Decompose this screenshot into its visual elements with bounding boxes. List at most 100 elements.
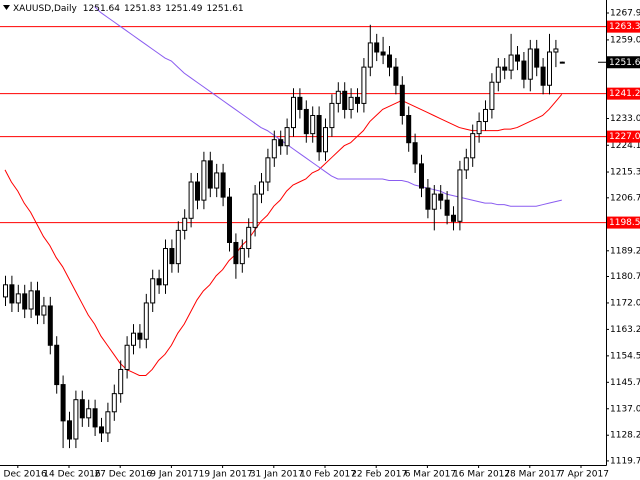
candle-body — [380, 51, 386, 56]
candle-body — [323, 127, 328, 153]
plot-area — [0, 6, 606, 449]
candle-body — [252, 193, 258, 228]
candle-body — [367, 42, 373, 68]
y-tick-label: 1267.90 — [610, 9, 640, 19]
high-price: 1251.83 — [124, 4, 161, 14]
candle-body — [35, 290, 40, 316]
candle-body — [489, 81, 495, 110]
candle-body — [111, 393, 117, 413]
moving-average — [4, 94, 563, 377]
candle-body — [278, 139, 284, 147]
candle-body — [387, 54, 392, 68]
candle-body — [188, 181, 194, 219]
candle-body — [118, 368, 124, 395]
candle-body — [201, 160, 207, 201]
x-tick-label: 9 Jan 2017 — [150, 470, 198, 480]
candle-body — [553, 48, 559, 53]
candle-body — [163, 248, 168, 286]
last-price-box — [607, 56, 640, 69]
x-tick-label: 10 Feb 2017 — [300, 470, 356, 480]
candle-body — [214, 172, 220, 189]
level-label: 1241.23 — [609, 89, 640, 99]
candle-body — [99, 426, 104, 434]
candle-body — [483, 108, 488, 123]
candle-body — [316, 114, 322, 153]
x-tick-label: 28 Mar 2017 — [504, 470, 561, 480]
level-label-box — [607, 216, 640, 229]
y-tick-label: 1172.00 — [610, 298, 640, 308]
candle-body — [41, 305, 47, 316]
y-tick-label: 1233.00 — [610, 114, 640, 124]
candle-body — [335, 90, 341, 104]
y-tick-label: 1128.25 — [610, 431, 640, 441]
candle-body — [342, 90, 348, 110]
y-tick-label: 1145.75 — [610, 378, 640, 388]
low-price: 1251.49 — [165, 4, 202, 14]
candle-body — [124, 344, 130, 370]
candle-body — [374, 42, 380, 53]
level-label-box — [607, 130, 640, 143]
candle-body — [419, 163, 424, 189]
candle-body — [457, 169, 463, 222]
candle-body — [393, 66, 399, 86]
candle-body — [406, 114, 412, 144]
candle-body — [137, 332, 143, 340]
candle-body — [329, 102, 335, 129]
candle-body — [220, 172, 226, 198]
menu-icon[interactable] — [3, 5, 10, 10]
close-price: 1251.61 — [206, 4, 243, 14]
y-tick-label: 1215.30 — [610, 168, 640, 178]
y-tick-label: 1154.50 — [610, 351, 640, 361]
candle-body — [143, 302, 149, 340]
candle-body — [182, 217, 188, 231]
candle-body — [547, 51, 552, 86]
candle-body — [361, 66, 367, 104]
candle-body — [476, 121, 482, 135]
candle-body — [508, 54, 514, 71]
candle-body — [54, 344, 60, 386]
candle-body — [431, 193, 437, 210]
candle-body — [502, 66, 508, 71]
y-tick-label: 1224.15 — [610, 141, 640, 151]
x-tick-label: 14 Dec 2016 — [43, 470, 101, 480]
x-tick-label: 16 Mar 2017 — [453, 470, 510, 480]
candle-body — [425, 187, 431, 210]
candle-body — [131, 332, 136, 346]
candle-body — [527, 48, 533, 80]
candle-body — [22, 293, 28, 310]
candle-body — [169, 248, 175, 265]
candle-body — [355, 96, 360, 104]
x-tick-label: 27 Dec 2016 — [94, 470, 152, 480]
candle-body — [73, 399, 79, 440]
candle-body — [521, 60, 527, 80]
candle-body — [3, 284, 8, 298]
y-tick-label: 1119.75 — [610, 456, 640, 466]
candle-body — [515, 54, 520, 62]
y-tick-label: 1180.75 — [610, 272, 640, 282]
candle-body — [105, 411, 111, 434]
candle-body — [79, 399, 85, 419]
candle-body — [451, 214, 456, 222]
candle-body — [438, 193, 444, 201]
candle-body — [156, 278, 162, 286]
candle-body — [470, 133, 476, 159]
candle-body — [534, 48, 540, 68]
candle-body — [265, 157, 271, 183]
candle-body — [540, 66, 546, 86]
level-label: 1263.39 — [609, 22, 640, 32]
candle-body — [348, 96, 354, 110]
x-tick-label: 7 Apr 2017 — [559, 470, 609, 480]
candle-body — [271, 139, 277, 159]
x-tick-label: 22 Feb 2017 — [351, 470, 407, 480]
candle-body — [9, 284, 15, 304]
candle-body — [67, 420, 72, 440]
candle-body — [246, 226, 252, 250]
chart-title: XAUUSD,Daily 1251.64 1251.83 1251.49 1251.61 — [13, 4, 244, 14]
x-tick-label: 6 Mar 2017 — [405, 470, 456, 480]
last-price-label: 1251.61 — [609, 58, 640, 68]
candle-body — [207, 160, 213, 189]
x-tick-label: 31 Jan 2017 — [250, 470, 304, 480]
level-label: 1198.58 — [609, 218, 640, 228]
